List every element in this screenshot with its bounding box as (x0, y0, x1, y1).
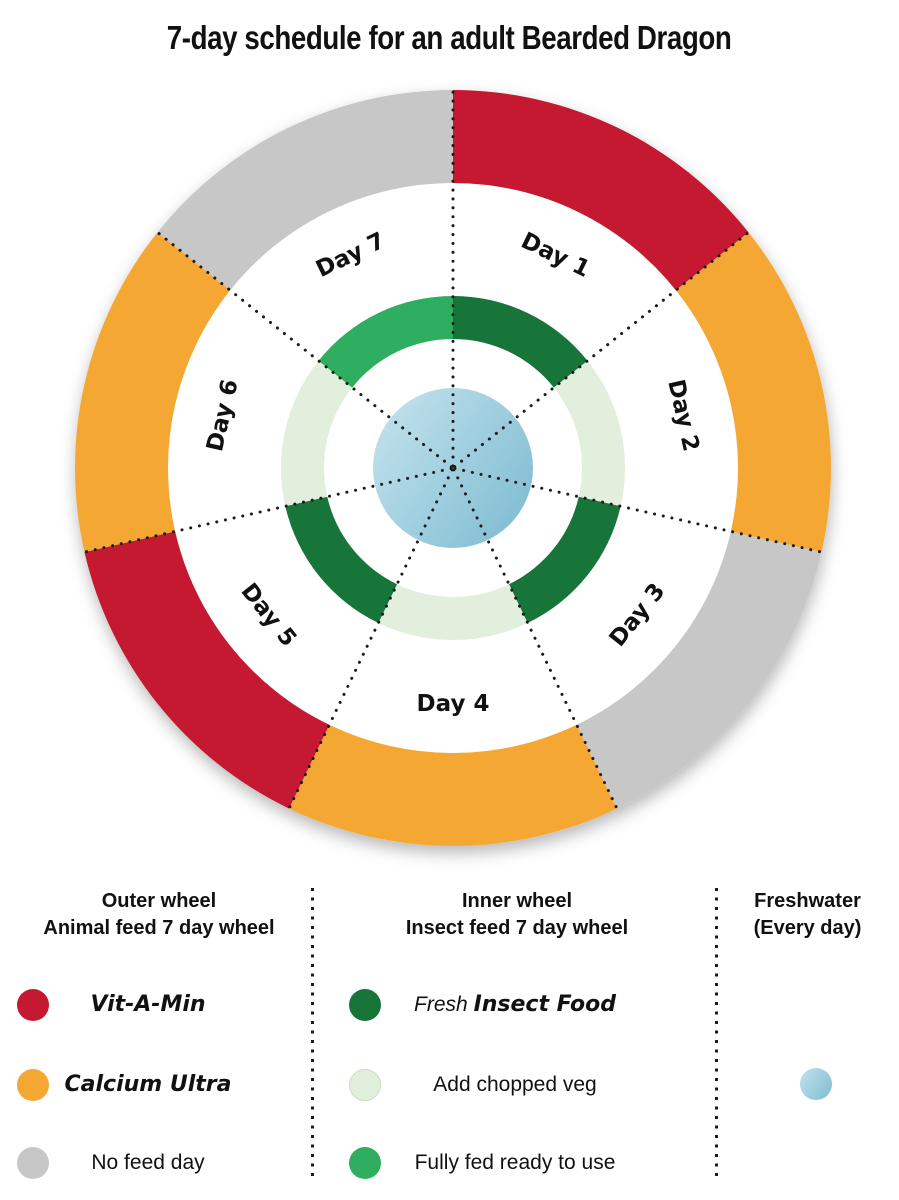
inner-ring-day-5 (285, 496, 398, 623)
legend-dot-insect-food (349, 989, 381, 1021)
page-title: 7-day schedule for an adult Bearded Drag… (167, 19, 732, 56)
sector-divider-7 (156, 231, 453, 469)
legend-separator-2 (715, 888, 718, 1182)
legend-inner-header: Inner wheel Insect feed 7 day wheel (318, 888, 716, 942)
inner-ring-day-3 (508, 496, 621, 623)
sector-divider-3 (453, 466, 823, 554)
legend-inner-title-2: Insect feed 7 day wheel (405, 917, 629, 939)
outer-ring-day-7 (157, 90, 453, 291)
sector-divider-5 (287, 468, 454, 810)
legend-dot-calcium-ultra (17, 1069, 49, 1101)
legend-freshwater-header: Freshwater (Every day) (716, 888, 899, 942)
legend-dot-no-feed-day (17, 1147, 49, 1179)
sector-divider-6 (83, 466, 453, 554)
legend-label-chopped-veg: Add chopped veg (433, 1073, 597, 1096)
inner-ring-day-7 (318, 296, 453, 388)
schedule-wheel: Day 1 Day 2 Day 3 Day 4 Day 5 Day 6 Day 7 (73, 88, 833, 848)
legend-label-fully-fed: Fully fed ready to use (414, 1151, 616, 1174)
legend-inner-title-1: Inner wheel (461, 890, 573, 912)
outer-ring-day-2 (675, 232, 831, 553)
legend-freshwater-title-2: (Every day) (753, 917, 862, 939)
freshwater-center (373, 388, 533, 548)
legend-separator-1 (311, 888, 314, 1182)
legend-dot-fully-fed (349, 1147, 381, 1179)
inner-ring-day-1 (453, 296, 588, 388)
legend-label-vit-a-min: Vit-A-Min (90, 992, 206, 1017)
inner-ring-day-6 (281, 360, 353, 507)
legend-label-calcium-ultra: Calcium Ultra (64, 1072, 232, 1097)
inner-ring-day-4 (378, 584, 528, 640)
legend-dot-freshwater (800, 1068, 832, 1100)
legend-dot-chopped-veg (349, 1069, 381, 1101)
sector-divider-4 (452, 468, 619, 810)
sector-divider-2 (453, 231, 750, 469)
legend-label-no-feed-day: No feed day (91, 1151, 205, 1174)
day-4-label: Day 4 (417, 691, 490, 717)
outer-ring-day-1 (453, 90, 749, 291)
legend-outer-title-2: Animal feed 7 day wheel (43, 917, 275, 939)
outer-ring-day-3 (576, 531, 822, 809)
outer-ring-day-4 (288, 724, 618, 846)
inner-ring-day-2 (553, 360, 625, 507)
legend-label-insect-food: Fresh Insect Food (390, 990, 640, 1020)
page-title-wrap: 7-day schedule for an adult Bearded Drag… (0, 18, 899, 58)
legend-outer-title-1: Outer wheel (101, 890, 217, 912)
outer-ring-day-5 (84, 531, 330, 809)
legend-label-fresh-prefix: Fresh (414, 993, 474, 1016)
legend-label-insect-food-brand: Insect Food (473, 992, 616, 1017)
legend-freshwater-title-1: Freshwater (754, 890, 861, 912)
outer-ring-day-6 (75, 232, 231, 553)
legend-outer-header: Outer wheel Animal feed 7 day wheel (0, 888, 318, 942)
legend-dot-vit-a-min (17, 989, 49, 1021)
